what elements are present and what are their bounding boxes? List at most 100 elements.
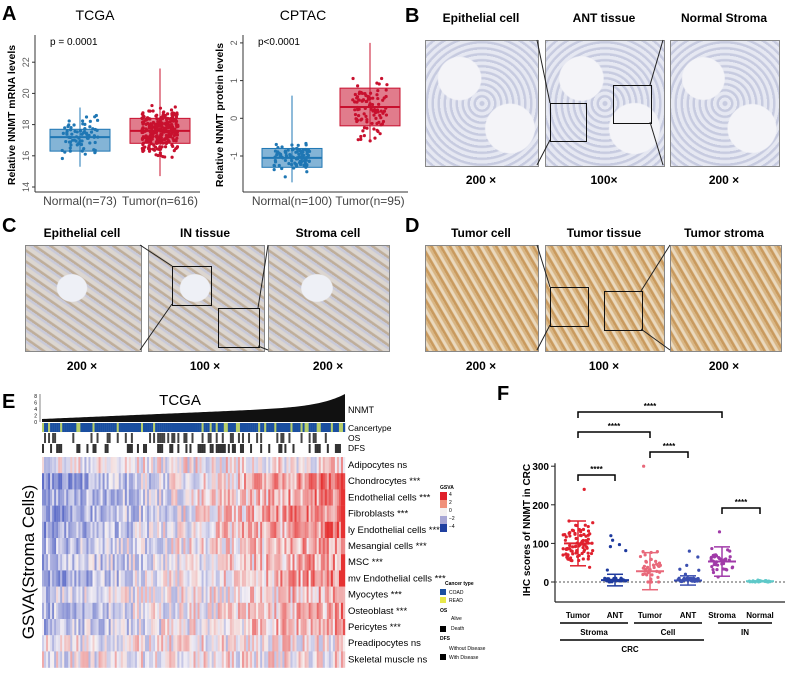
dfs-cell: [179, 444, 182, 453]
data-point: [307, 159, 311, 163]
heatmap-cell: [300, 619, 303, 636]
heatmap-cell: [116, 489, 119, 506]
heatmap-cell: [266, 505, 269, 522]
heatmap-cell: [167, 538, 170, 555]
heatmap-cell: [310, 457, 313, 474]
data-point: [298, 159, 302, 163]
data-point: [369, 107, 373, 111]
heatmap-cell: [312, 554, 315, 571]
os-cell: [292, 433, 295, 443]
image-label: ANT tissue: [573, 11, 636, 25]
heatmap-cell: [52, 473, 55, 490]
heatmap-cell: [211, 521, 214, 539]
magnification-label: 200 ×: [466, 359, 496, 373]
heatmap-cell: [340, 457, 344, 474]
heatmap-cell: [272, 505, 275, 522]
heatmap-cell: [163, 570, 166, 587]
heatmap-cell: [165, 570, 168, 587]
heatmap-cell: [169, 473, 172, 490]
heatmap-cell: [199, 505, 202, 522]
heatmap-cell: [342, 602, 346, 620]
cancertype-cell: [298, 423, 301, 432]
heatmap-cell: [74, 457, 77, 474]
heatmap-cell: [42, 570, 45, 587]
data-point: [564, 535, 568, 539]
heatmap-cell: [201, 505, 204, 522]
heatmap-cell: [90, 457, 93, 474]
data-point: [351, 98, 355, 102]
epithelial-cell-image: [425, 40, 539, 167]
heatmap-cell: [134, 635, 138, 652]
heatmap-cell: [88, 602, 91, 620]
data-point: [376, 88, 380, 93]
heatmap-cell: [92, 521, 95, 539]
data-point: [578, 533, 583, 538]
data-point: [72, 123, 76, 127]
heatmap-cell: [46, 489, 49, 506]
heatmap-cell: [153, 602, 156, 620]
heatmap-cell: [151, 586, 154, 603]
dfs-cell: [72, 444, 75, 453]
dfs-cell: [211, 444, 214, 453]
os-cell: [124, 433, 128, 443]
heatmap-cell: [187, 602, 190, 620]
heatmap-cell: [211, 554, 214, 571]
heatmap-cell: [290, 586, 293, 603]
heatmap-cell: [151, 602, 154, 620]
dfs-cell: [300, 444, 303, 453]
heatmap-cell: [124, 602, 128, 620]
heatmap-cell: [58, 586, 61, 603]
data-point: [564, 552, 568, 556]
heatmap-cell: [219, 457, 222, 474]
dfs-cell: [58, 444, 61, 453]
heatmap-cell: [98, 505, 101, 522]
heatmap-cell: [50, 473, 53, 490]
heatmap-cell: [165, 521, 168, 539]
dfs-cell: [84, 444, 87, 453]
heatmap-cell: [316, 457, 319, 474]
cancertype-cell: [153, 423, 156, 432]
heatmap-cell: [229, 651, 233, 668]
heatmap-cell: [120, 651, 123, 668]
heatmap-cell: [201, 554, 204, 571]
magnification-label: 200 ×: [67, 359, 97, 373]
heatmap-cell: [318, 554, 321, 571]
cancertype-cell: [169, 423, 172, 432]
data-point: [728, 555, 732, 559]
heatmap-cell: [252, 651, 255, 668]
heatmap-cell: [66, 602, 69, 620]
heatmap-cell: [286, 570, 289, 587]
heatmap-cell: [324, 489, 328, 506]
heatmap-cell: [338, 538, 342, 555]
cancertype-cell: [94, 423, 97, 432]
os-cell: [74, 433, 77, 443]
panel-label-c: C: [2, 215, 16, 237]
heatmap-cell: [332, 473, 336, 490]
data-point: [351, 76, 355, 81]
heatmap-cell: [48, 570, 51, 587]
heatmap-cell: [191, 538, 194, 555]
heatmap-cell: [250, 554, 253, 571]
heatmap-cell: [217, 554, 220, 571]
heatmap-cell: [262, 586, 265, 603]
data-point: [158, 106, 163, 110]
heatmap-cell: [106, 635, 109, 652]
heatmap-cell: [197, 602, 200, 620]
heatmap-cell: [203, 457, 206, 474]
heatmap-cell: [100, 473, 103, 490]
os-cell: [286, 433, 289, 443]
heatmap-cell: [48, 473, 51, 490]
data-point: [581, 527, 586, 532]
heatmap-cell: [256, 651, 259, 668]
heatmap-cell: [104, 489, 107, 506]
heatmap-cell: [92, 651, 95, 668]
heatmap-cell: [134, 521, 138, 539]
data-point: [83, 127, 87, 131]
heatmap-cell: [288, 473, 291, 490]
os-cell: [177, 433, 180, 443]
heatmap-cell: [82, 570, 85, 587]
heatmap-cell: [80, 473, 83, 490]
heatmap-cell: [258, 586, 261, 603]
heatmap-cell: [195, 457, 198, 474]
dfs-cell: [183, 444, 186, 453]
